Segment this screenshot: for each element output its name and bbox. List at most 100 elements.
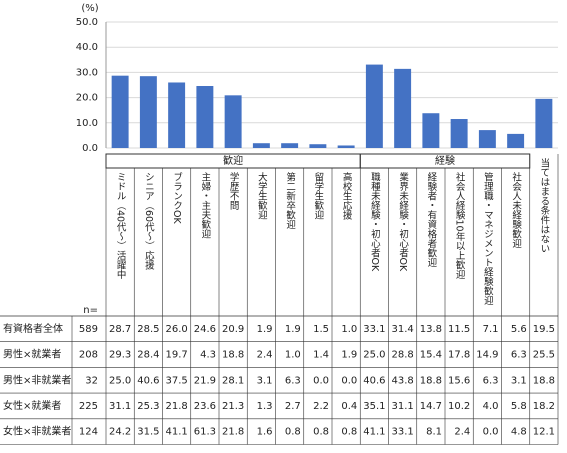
category-label: 高校生応援 [341,171,353,220]
bar [168,82,186,148]
cell: 33.1 [391,427,413,438]
group-label: 歓迎 [223,154,243,167]
cell: 18.8 [222,350,244,361]
category-label: ブランクOK [171,171,182,224]
category-label: シニア（60代〜）応援 [143,172,155,270]
cell: 10.2 [448,401,470,412]
category-label: 経験者・有資格者歓迎 [425,171,437,268]
y-tick-label: 20.0 [76,93,98,104]
cell: 14.9 [476,350,498,361]
cell: 1.9 [341,350,357,361]
cell: 40.6 [137,375,159,386]
cell: 28.1 [222,375,244,386]
value-label: 26.0 [165,324,187,335]
row-n: 225 [79,401,98,412]
value-label: 20.9 [222,324,244,335]
category-label: 社会人経験10年以上歓迎 [454,171,466,280]
cell: 31.1 [391,401,413,412]
row-label: 有資格者全体 [3,322,63,335]
cell: 1.4 [313,350,329,361]
bar [224,95,242,148]
category-label: 第二新卒歓迎 [284,171,296,230]
bar [309,144,327,148]
cell: 2.2 [313,401,329,412]
y-tick-label: 10.0 [76,118,98,129]
cell: 2.4 [257,350,273,361]
group-label: 経験 [435,154,455,167]
cell: 0.0 [313,375,329,386]
cell: 0.8 [313,427,329,438]
cell: 18.8 [420,375,442,386]
cell: 0.0 [341,375,357,386]
cell: 21.9 [194,375,216,386]
value-label: 33.1 [363,324,385,335]
y-tick-label: 30.0 [76,67,98,78]
value-label: 7.1 [483,324,499,335]
bar [450,119,468,148]
n-label: n= [83,305,98,316]
bar [111,75,129,148]
value-label: 24.6 [194,324,216,335]
category-label: 社会人未経験歓迎 [510,171,522,249]
bar [394,68,412,148]
cell: 31.5 [137,427,159,438]
cell: 0.0 [483,427,499,438]
value-label: 1.5 [313,324,329,335]
cell: 25.0 [363,350,385,361]
cell: 31.1 [109,401,131,412]
cell: 35.1 [363,401,385,412]
category-label: 留学生歓迎 [312,171,324,220]
cell: 25.5 [533,350,555,361]
cell: 21.8 [222,427,244,438]
category-label: 学歴不問 [228,171,240,211]
cell: 6.3 [483,375,499,386]
bar [337,145,355,148]
cell: 0.8 [285,427,301,438]
cell: 0.4 [341,401,357,412]
value-label: 19.5 [533,324,555,335]
category-label: ミドル（40代〜）活躍中 [115,172,127,280]
value-label: 31.4 [391,324,413,335]
cell: 6.3 [285,375,301,386]
cell: 19.7 [165,350,187,361]
cell: 4.3 [200,350,216,361]
bar [365,64,383,148]
cell: 3.1 [511,375,527,386]
cell: 24.2 [109,427,131,438]
row-label: 女性×就業者 [3,399,61,412]
row-n: 124 [79,427,98,438]
bar [478,130,496,148]
cell: 37.5 [165,375,187,386]
cell: 40.6 [363,375,385,386]
cell: 15.4 [420,350,442,361]
value-label: 28.5 [137,324,159,335]
bar [535,98,553,148]
row-label: 男性×非就業者 [3,373,71,386]
cell: 8.1 [426,427,442,438]
cell: 0.8 [341,427,357,438]
cell: 21.8 [165,401,187,412]
cell: 25.3 [137,401,159,412]
cell: 15.6 [448,375,470,386]
cell: 18.8 [533,375,555,386]
cell: 28.4 [137,350,159,361]
cell: 12.1 [533,427,555,438]
cell: 3.1 [257,375,273,386]
cell: 2.4 [454,427,470,438]
bar [281,143,299,148]
cell: 41.1 [363,427,385,438]
value-label: 11.5 [448,324,470,335]
category-label: 職種未経験・初心者OK [369,172,381,272]
cell: 1.6 [257,427,273,438]
cell: 41.1 [165,427,187,438]
cell: 18.2 [533,401,555,412]
cell: 5.8 [511,401,527,412]
y-tick-label: 50.0 [76,17,98,28]
value-label: 1.0 [341,324,357,335]
bar [252,143,270,148]
cell: 25.0 [109,375,131,386]
row-label: 男性×就業者 [3,348,61,361]
category-label: 主婦・主夫歓迎 [199,171,211,239]
cell: 23.6 [194,401,216,412]
